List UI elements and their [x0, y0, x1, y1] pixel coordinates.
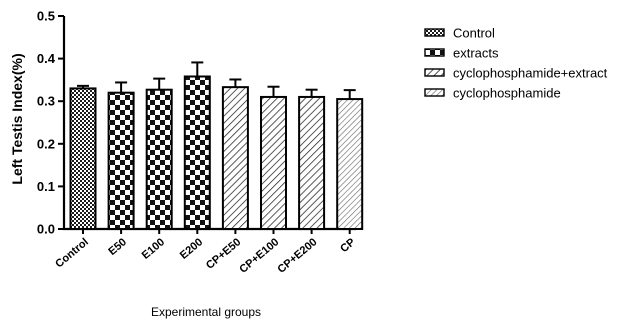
- y-tick-label: 0.3: [37, 94, 55, 109]
- legend-label: cyclophosphamide: [453, 86, 561, 101]
- y-tick-label: 0.1: [37, 179, 55, 194]
- legend-swatch: [424, 48, 445, 57]
- y-axis-label: Left Testis Index(%): [9, 53, 25, 184]
- legend-swatch: [424, 88, 445, 97]
- x-tick-label: CP: [338, 236, 357, 255]
- y-tick-label: 0.4: [37, 51, 56, 66]
- y-ticks: 0.0 0.1 0.2 0.3 0.4 0.5: [37, 9, 64, 237]
- x-tick-label: Control: [53, 236, 91, 270]
- x-tick-label: E100: [140, 236, 167, 262]
- legend-label: extracts: [453, 46, 499, 61]
- legend-label: cyclophosphamide+extract: [453, 66, 608, 81]
- y-tick-label: 0.0: [37, 222, 55, 237]
- legend-label: Control: [453, 26, 495, 41]
- legend: Control extracts cyclophosphamide+extract c…: [424, 26, 608, 101]
- bar-control: [69, 87, 97, 230]
- bar-e200: [183, 75, 211, 230]
- x-axis-label: Experimental groups: [151, 305, 261, 319]
- x-tick-label: E50: [106, 236, 129, 258]
- bars: [69, 75, 364, 231]
- legend-swatch: [424, 68, 445, 77]
- y-tick-label: 0.2: [37, 136, 55, 151]
- legend-swatch: [424, 28, 445, 37]
- x-tick-label: CP+E200: [275, 236, 319, 276]
- error-bars: [77, 61, 356, 100]
- bar-cp-e200: [298, 95, 326, 230]
- bar-cp-e50: [221, 86, 249, 230]
- bar-e100: [145, 88, 173, 230]
- bar-cp-e100: [260, 95, 287, 230]
- bar-e50: [107, 91, 135, 231]
- y-tick-label: 0.5: [37, 9, 55, 24]
- bar-cp: [336, 98, 364, 230]
- x-tick-label: CP+E100: [237, 236, 281, 276]
- x-tick-label: E200: [178, 236, 205, 262]
